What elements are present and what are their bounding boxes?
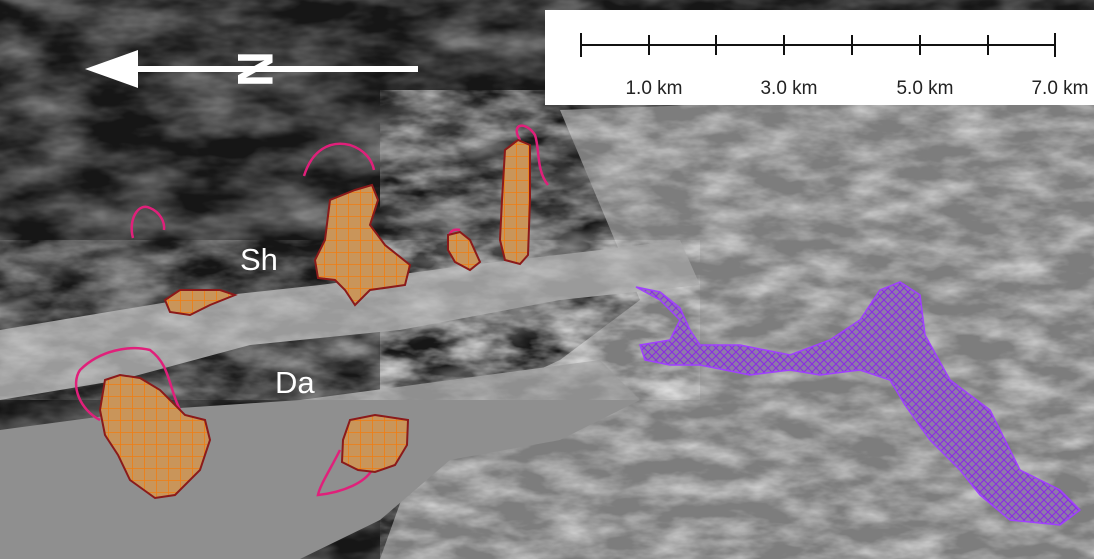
scale-label: 5.0 km: [896, 78, 953, 99]
scale-label: 1.0 km: [625, 78, 682, 99]
terrain-label: Sh: [240, 242, 278, 277]
terrain-label: Da: [275, 365, 315, 400]
map: N 1.0 km 3.0 km 5.0 km 7.0 km Sh Da: [0, 0, 1094, 559]
north-label: N: [227, 51, 283, 87]
scale-label: 7.0 km: [1031, 78, 1088, 99]
scale-label: 3.0 km: [760, 78, 817, 99]
scale-bar: 1.0 km 3.0 km 5.0 km 7.0 km: [545, 10, 1094, 105]
